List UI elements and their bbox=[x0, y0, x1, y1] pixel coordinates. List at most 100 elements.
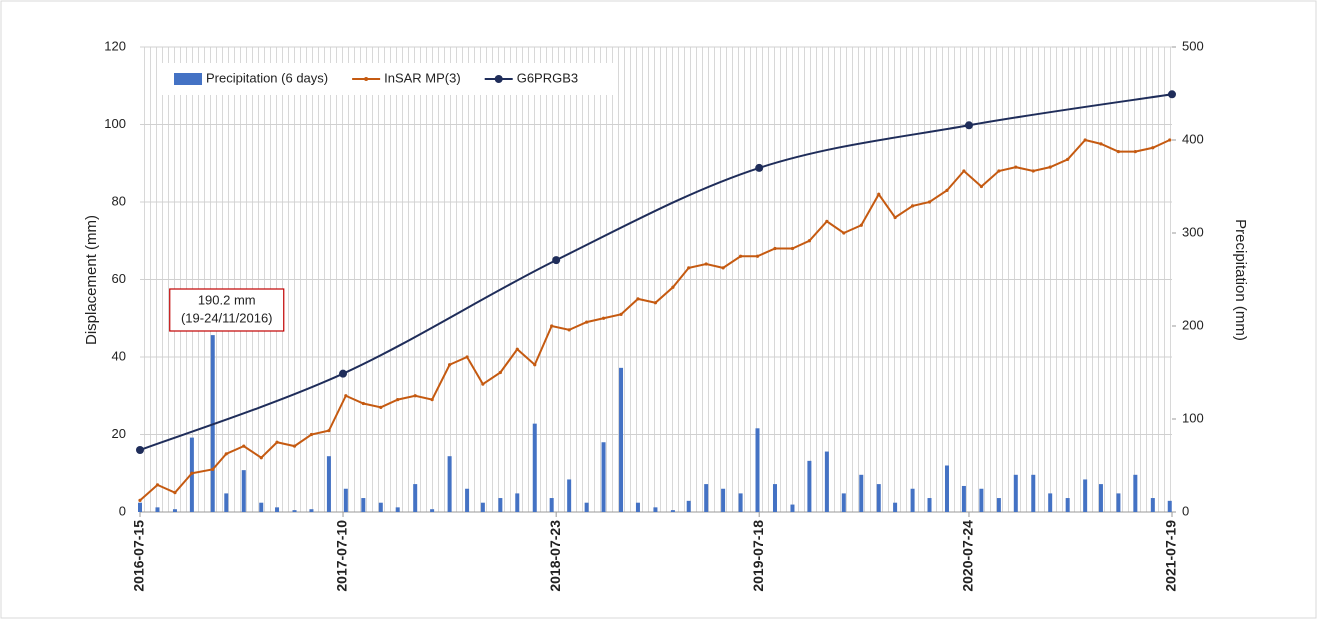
legend-label: Precipitation (6 days) bbox=[206, 70, 328, 85]
line-point bbox=[927, 200, 932, 204]
annotation: 190.2 mm bbox=[198, 292, 256, 307]
line-point bbox=[807, 239, 811, 243]
y2-tick-label: 100 bbox=[1182, 410, 1204, 425]
line-point bbox=[550, 324, 554, 328]
bar bbox=[309, 509, 314, 512]
bar bbox=[343, 488, 348, 512]
line-point bbox=[962, 169, 966, 173]
line-point bbox=[361, 401, 365, 406]
x-tick-label: 2019-07-18 bbox=[750, 520, 766, 592]
legend-label: InSAR MP(3) bbox=[384, 70, 461, 85]
bar bbox=[1083, 479, 1088, 512]
line-point bbox=[465, 355, 469, 359]
bar bbox=[824, 451, 829, 512]
bar bbox=[1150, 498, 1155, 512]
bar bbox=[1116, 493, 1121, 512]
line-point bbox=[755, 163, 764, 172]
annotation: (19-24/11/2016) bbox=[181, 310, 273, 325]
legend-label: G6PRGB3 bbox=[517, 70, 578, 85]
bar bbox=[704, 484, 709, 512]
line-point bbox=[619, 312, 623, 316]
bar bbox=[361, 498, 366, 512]
bar bbox=[807, 460, 812, 512]
line-point bbox=[773, 246, 777, 251]
line-point bbox=[309, 432, 314, 437]
bar bbox=[275, 507, 280, 512]
y2-tick-label: 300 bbox=[1182, 224, 1204, 239]
line-point bbox=[339, 369, 348, 378]
line-point bbox=[344, 394, 348, 398]
line-point bbox=[653, 301, 658, 305]
line-point bbox=[481, 382, 485, 386]
bar bbox=[790, 504, 795, 512]
bar bbox=[944, 465, 949, 512]
line-point bbox=[1116, 150, 1121, 154]
line-point bbox=[1151, 146, 1155, 150]
bar bbox=[155, 507, 160, 512]
bar bbox=[772, 484, 777, 512]
bar bbox=[138, 502, 142, 512]
line-point bbox=[533, 363, 537, 367]
bar bbox=[738, 493, 743, 512]
bar bbox=[996, 498, 1001, 512]
line-point bbox=[997, 169, 1001, 173]
line-point bbox=[1168, 90, 1176, 99]
bar bbox=[430, 509, 435, 512]
y2-tick-label: 500 bbox=[1182, 38, 1204, 53]
bar bbox=[686, 500, 691, 512]
bar bbox=[635, 502, 640, 512]
bar bbox=[1048, 493, 1053, 512]
bar bbox=[893, 502, 898, 512]
line-point bbox=[448, 363, 452, 367]
line-point bbox=[498, 370, 502, 375]
line-point bbox=[979, 184, 983, 189]
line-point bbox=[552, 256, 561, 265]
line-point bbox=[224, 452, 228, 456]
line-point bbox=[738, 254, 743, 258]
bar bbox=[395, 507, 400, 512]
line-point bbox=[379, 405, 383, 409]
line-point bbox=[877, 192, 881, 196]
bar bbox=[567, 479, 572, 512]
line-point bbox=[945, 188, 949, 192]
legend-swatch bbox=[174, 73, 202, 85]
bar bbox=[755, 428, 760, 512]
bar bbox=[1167, 500, 1172, 512]
line-point bbox=[1168, 138, 1172, 142]
line-point bbox=[155, 483, 160, 487]
bar bbox=[532, 423, 537, 512]
bar bbox=[721, 488, 726, 512]
x-tick-label: 2016-07-15 bbox=[131, 520, 147, 592]
bar bbox=[413, 484, 418, 512]
line-point bbox=[327, 429, 331, 433]
line-point bbox=[136, 446, 144, 454]
bar bbox=[619, 367, 624, 512]
bar bbox=[876, 484, 881, 512]
bar bbox=[515, 493, 520, 512]
line-point bbox=[242, 444, 246, 448]
y-axis-label: Displacement (mm) bbox=[83, 215, 100, 345]
bar bbox=[447, 456, 452, 512]
bar bbox=[1133, 474, 1138, 512]
y-tick-label: 20 bbox=[112, 426, 126, 441]
line-point bbox=[1083, 138, 1087, 142]
line-point bbox=[396, 398, 400, 402]
line-point bbox=[190, 471, 194, 475]
line-point bbox=[721, 266, 725, 270]
bar bbox=[927, 498, 932, 512]
line-point bbox=[173, 491, 177, 495]
line-point bbox=[1133, 150, 1137, 154]
line-point bbox=[1014, 165, 1018, 169]
y2-tick-label: 400 bbox=[1182, 131, 1204, 146]
y2-axis-label: Precipitation (mm) bbox=[1232, 219, 1249, 341]
line-point bbox=[859, 223, 863, 227]
x-tick-label: 2018-07-23 bbox=[547, 520, 563, 592]
line-point bbox=[601, 316, 606, 320]
bar bbox=[465, 488, 470, 512]
bar bbox=[498, 498, 503, 512]
legend bbox=[160, 63, 615, 95]
y2-tick-label: 200 bbox=[1182, 317, 1204, 332]
line-point bbox=[585, 320, 589, 324]
bar bbox=[224, 493, 229, 512]
